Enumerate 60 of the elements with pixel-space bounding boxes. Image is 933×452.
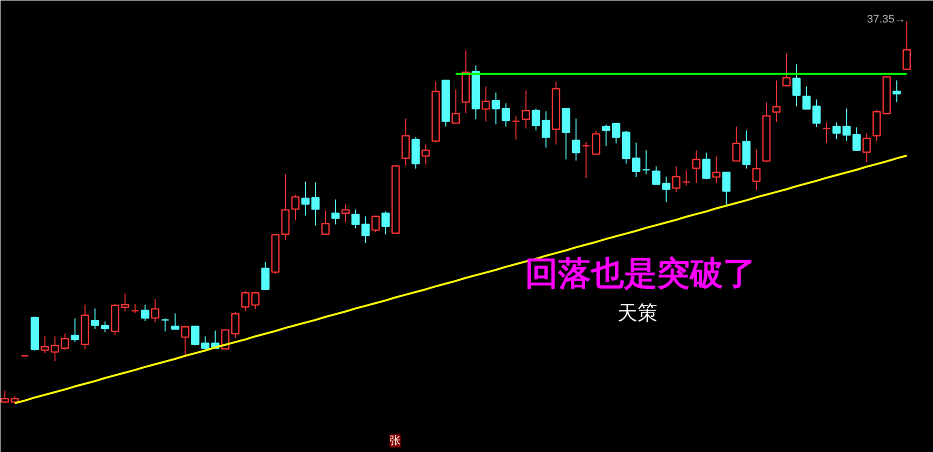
candlestick [381, 210, 390, 235]
candlestick [592, 130, 600, 155]
candlestick [120, 293, 130, 312]
candlestick [582, 141, 590, 179]
candlestick [742, 130, 751, 170]
candlestick [452, 89, 460, 124]
candlestick [371, 215, 380, 233]
annotation: 天策 [618, 300, 658, 324]
candlestick [331, 199, 340, 225]
candlestick [832, 122, 841, 140]
text: 张 [390, 434, 401, 448]
candlestick [100, 320, 110, 333]
candlestick [902, 20, 911, 70]
candlestick [482, 86, 490, 122]
candlestick [682, 170, 690, 186]
candlestick [90, 308, 100, 330]
candlestick [321, 210, 330, 235]
candlestick [351, 208, 360, 229]
candlestick [792, 64, 801, 107]
candlestick [70, 318, 80, 343]
candlestick [361, 216, 370, 244]
candlestick [50, 336, 60, 362]
candlestick [532, 108, 540, 131]
candlestick [702, 152, 710, 180]
candlestick [150, 298, 160, 323]
candlestick [512, 116, 520, 140]
candlestick [672, 166, 680, 193]
annotation: 37.35→ [866, 13, 906, 26]
candlestick [291, 194, 300, 221]
candlestick [542, 110, 550, 148]
candlestick [311, 182, 320, 226]
candlestick [160, 318, 170, 332]
candlestick [732, 126, 741, 162]
candlestick [181, 325, 190, 358]
annotation: 回落也是突破了 [525, 254, 756, 293]
candlestick [261, 261, 270, 290]
candlestick [301, 181, 310, 216]
candlestick [422, 144, 430, 165]
candlestick [40, 336, 50, 354]
candlestick [572, 118, 580, 162]
candlestick [642, 150, 650, 175]
candlestick [752, 149, 761, 191]
candlestick [822, 122, 831, 144]
candlestick [341, 204, 350, 223]
candlestick [862, 132, 871, 163]
candlestick [562, 108, 570, 160]
candlestick [402, 118, 410, 166]
candlestick [140, 304, 150, 322]
candlestick [892, 80, 901, 103]
candlestick [171, 312, 180, 330]
candlestick [522, 90, 530, 129]
candlestick [722, 172, 731, 206]
candlestick [782, 53, 791, 86]
candlestick [60, 333, 70, 350]
candlestick [692, 150, 700, 184]
candlestick [712, 156, 720, 184]
candlestick [130, 303, 140, 314]
candlestick [802, 86, 811, 110]
candlestick [812, 98, 821, 128]
candlestick [772, 80, 781, 122]
